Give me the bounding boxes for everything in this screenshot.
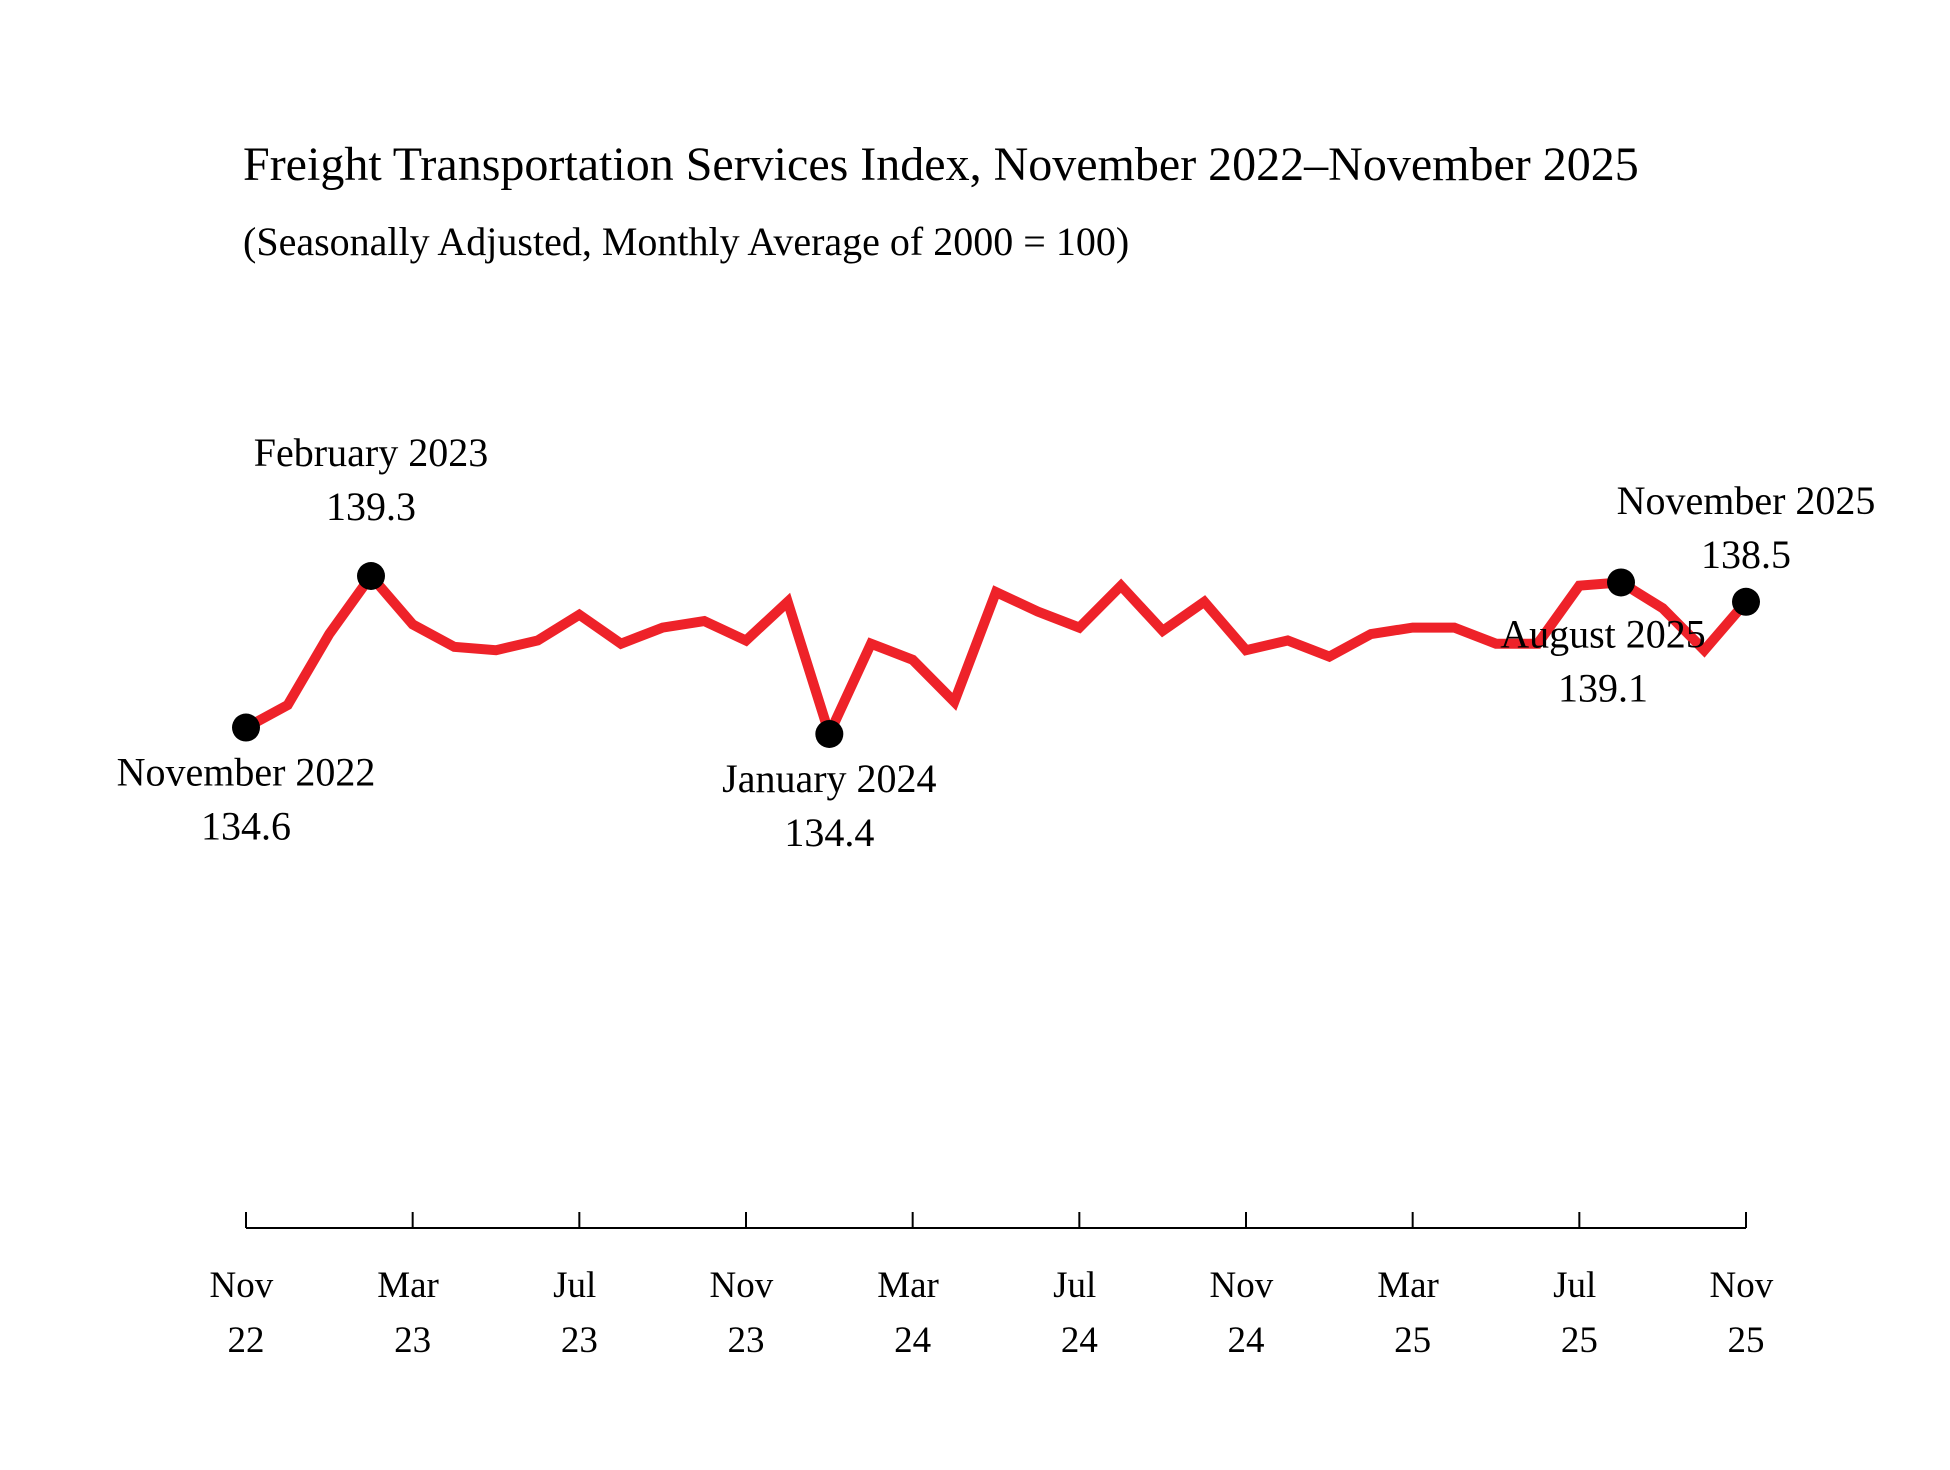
highlight-marker bbox=[1607, 568, 1635, 597]
chart-subtitle: (Seasonally Adjusted, Monthly Average of… bbox=[243, 219, 1129, 264]
x-tick-label: Mar 23 bbox=[377, 1265, 448, 1361]
highlight-marker bbox=[232, 713, 260, 742]
x-tick-label: Nov 25 bbox=[1710, 1265, 1783, 1361]
annotation-value: 134.4 bbox=[784, 810, 874, 855]
annotation-label: January 2024 bbox=[722, 756, 936, 801]
highlight-marker bbox=[357, 562, 385, 590]
annotation-value: 138.5 bbox=[1701, 532, 1791, 577]
annotation-label: November 2022 bbox=[117, 750, 376, 795]
series-line bbox=[243, 567, 1750, 748]
chart-title: Freight Transportation Services Index, N… bbox=[243, 138, 1639, 191]
annotation-value: 139.3 bbox=[326, 484, 416, 529]
x-tick-label: Mar 25 bbox=[1377, 1265, 1448, 1361]
annotation-value: 134.6 bbox=[201, 804, 291, 849]
annotation-label: November 2025 bbox=[1617, 478, 1876, 523]
highlight-marker bbox=[815, 720, 844, 748]
x-tick-label: Nov 22 bbox=[210, 1265, 283, 1361]
annotation-value: 139.1 bbox=[1558, 665, 1648, 710]
x-tick-label: Jul 25 bbox=[1553, 1265, 1605, 1361]
x-tick-label: Jul 24 bbox=[1053, 1265, 1105, 1361]
annotation-label: August 2025 bbox=[1500, 611, 1706, 656]
x-tick-label: Nov 24 bbox=[1210, 1265, 1283, 1361]
x-tick-label: Nov 23 bbox=[710, 1265, 783, 1361]
annotation-label: February 2023 bbox=[254, 430, 488, 475]
highlight-marker bbox=[1732, 587, 1760, 616]
x-tick-label: Mar 24 bbox=[877, 1265, 948, 1361]
x-tick-label: Jul 23 bbox=[553, 1265, 605, 1361]
